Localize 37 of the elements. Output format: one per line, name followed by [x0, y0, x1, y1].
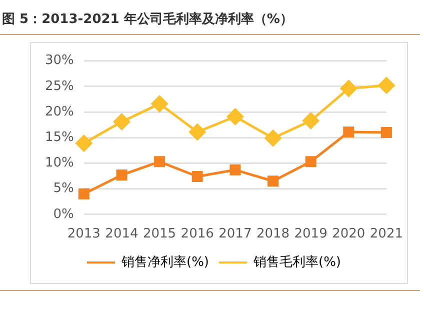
point: [378, 77, 395, 94]
x-tick-label: 2019: [294, 226, 328, 242]
point: [116, 169, 128, 180]
point: [305, 156, 316, 168]
x-tick-label: 2021: [370, 226, 404, 242]
y-tick-label: 10%: [44, 156, 74, 171]
point: [189, 124, 206, 140]
x-tick-label: 2014: [105, 226, 138, 242]
point: [268, 176, 278, 187]
y-tick-label: 20%: [44, 104, 74, 120]
y-tick-label: 30%: [44, 53, 74, 68]
point: [380, 126, 392, 138]
x-tick-label: 2018: [256, 226, 290, 242]
point: [230, 164, 241, 176]
chart-title: 图 5：2013-2021 年公司毛利率及净利率（%）: [2, 10, 293, 28]
point: [151, 96, 168, 112]
point: [113, 113, 130, 130]
x-tick-label: 2016: [180, 226, 214, 242]
y-tick-label: 0%: [53, 206, 74, 222]
point: [192, 171, 203, 182]
x-tick-label: 2013: [67, 226, 100, 242]
x-tick-label: 2017: [218, 226, 252, 242]
y-tick-label: 15%: [44, 130, 74, 145]
legend-label: 销售净利率(%): [120, 254, 210, 270]
point: [154, 156, 166, 168]
x-tick-label: 2020: [332, 226, 366, 242]
point: [302, 112, 320, 129]
x-tick-label: 2015: [142, 226, 176, 242]
point: [76, 134, 92, 152]
legend-label: 销售毛利率(%): [252, 254, 341, 270]
point: [340, 80, 357, 97]
y-tick-label: 5%: [53, 181, 74, 196]
point: [343, 126, 354, 138]
point: [78, 188, 90, 200]
point: [264, 130, 282, 146]
point: [226, 108, 244, 125]
y-tick-label: 25%: [44, 78, 74, 94]
